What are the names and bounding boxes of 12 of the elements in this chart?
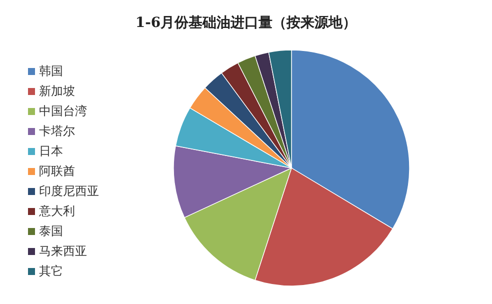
legend-label: 泰国 (39, 224, 63, 238)
legend-label: 其它 (39, 264, 63, 278)
legend-label: 阿联酋 (39, 164, 75, 178)
legend-label: 印度尼西亚 (39, 184, 99, 198)
legend-label: 卡塔尔 (39, 124, 75, 138)
chart-title: 1-6月份基础油进口量（按来源地） (134, 14, 358, 33)
legend-label: 意大利 (39, 204, 75, 218)
legend-label: 日本 (39, 144, 63, 158)
legend-label: 中国台湾 (39, 104, 87, 118)
legend-label: 马来西亚 (39, 244, 87, 258)
legend-label: 新加坡 (39, 84, 75, 98)
legend-label: 韩国 (39, 64, 63, 78)
